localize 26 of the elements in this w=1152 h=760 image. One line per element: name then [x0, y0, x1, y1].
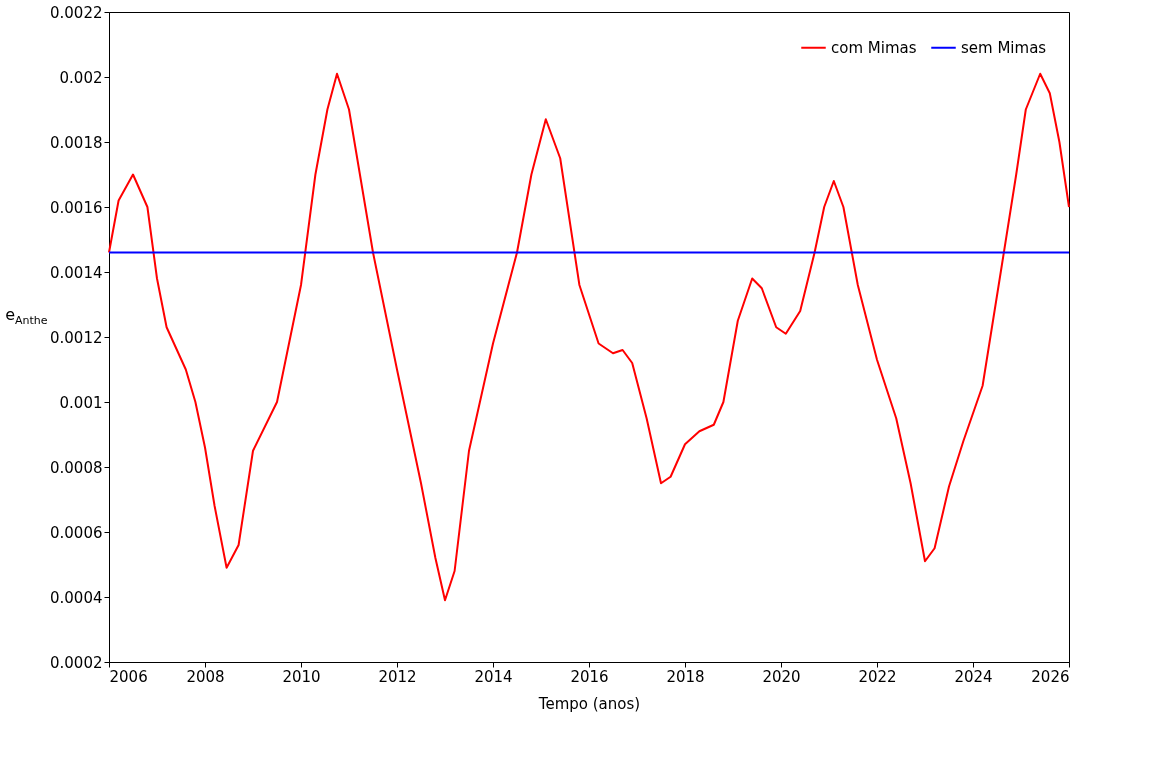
x-tick-label: 2008: [186, 667, 225, 686]
x-tick-label: 2024: [954, 667, 993, 686]
legend-label: com Mimas: [831, 38, 917, 57]
x-tick-label: 2010: [282, 667, 321, 686]
y-tick-label: 0.0022: [50, 3, 103, 22]
x-tick-label: 2016: [570, 667, 609, 686]
x-tick-label: 2026: [1031, 667, 1070, 686]
y-tick-label: 0.0004: [50, 588, 103, 607]
x-axis-title: Tempo (anos): [537, 694, 641, 713]
y-tick-label: 0.0018: [50, 133, 103, 152]
line-series: [108, 72, 1070, 602]
y-tick-label: 0.002: [59, 68, 103, 87]
y-tick-label: 0.001: [59, 393, 103, 412]
x-tick-label: 2006: [109, 667, 148, 686]
y-tick-label: 0.0016: [50, 198, 103, 217]
y-tick-label: 0.0006: [50, 523, 103, 542]
x-tick-label: 2014: [474, 667, 513, 686]
legend-label: sem Mimas: [961, 38, 1047, 57]
y-tick-label: 0.0012: [50, 328, 103, 347]
y-tick-label: 0.0014: [50, 263, 103, 282]
x-tick-label: 2020: [762, 667, 801, 686]
x-tick-label: 2018: [666, 667, 705, 686]
x-tick-label: 2012: [378, 667, 417, 686]
x-tick-label: 2022: [858, 667, 897, 686]
y-tick-label: 0.0002: [50, 653, 103, 672]
y-tick-label: 0.0008: [50, 458, 103, 477]
